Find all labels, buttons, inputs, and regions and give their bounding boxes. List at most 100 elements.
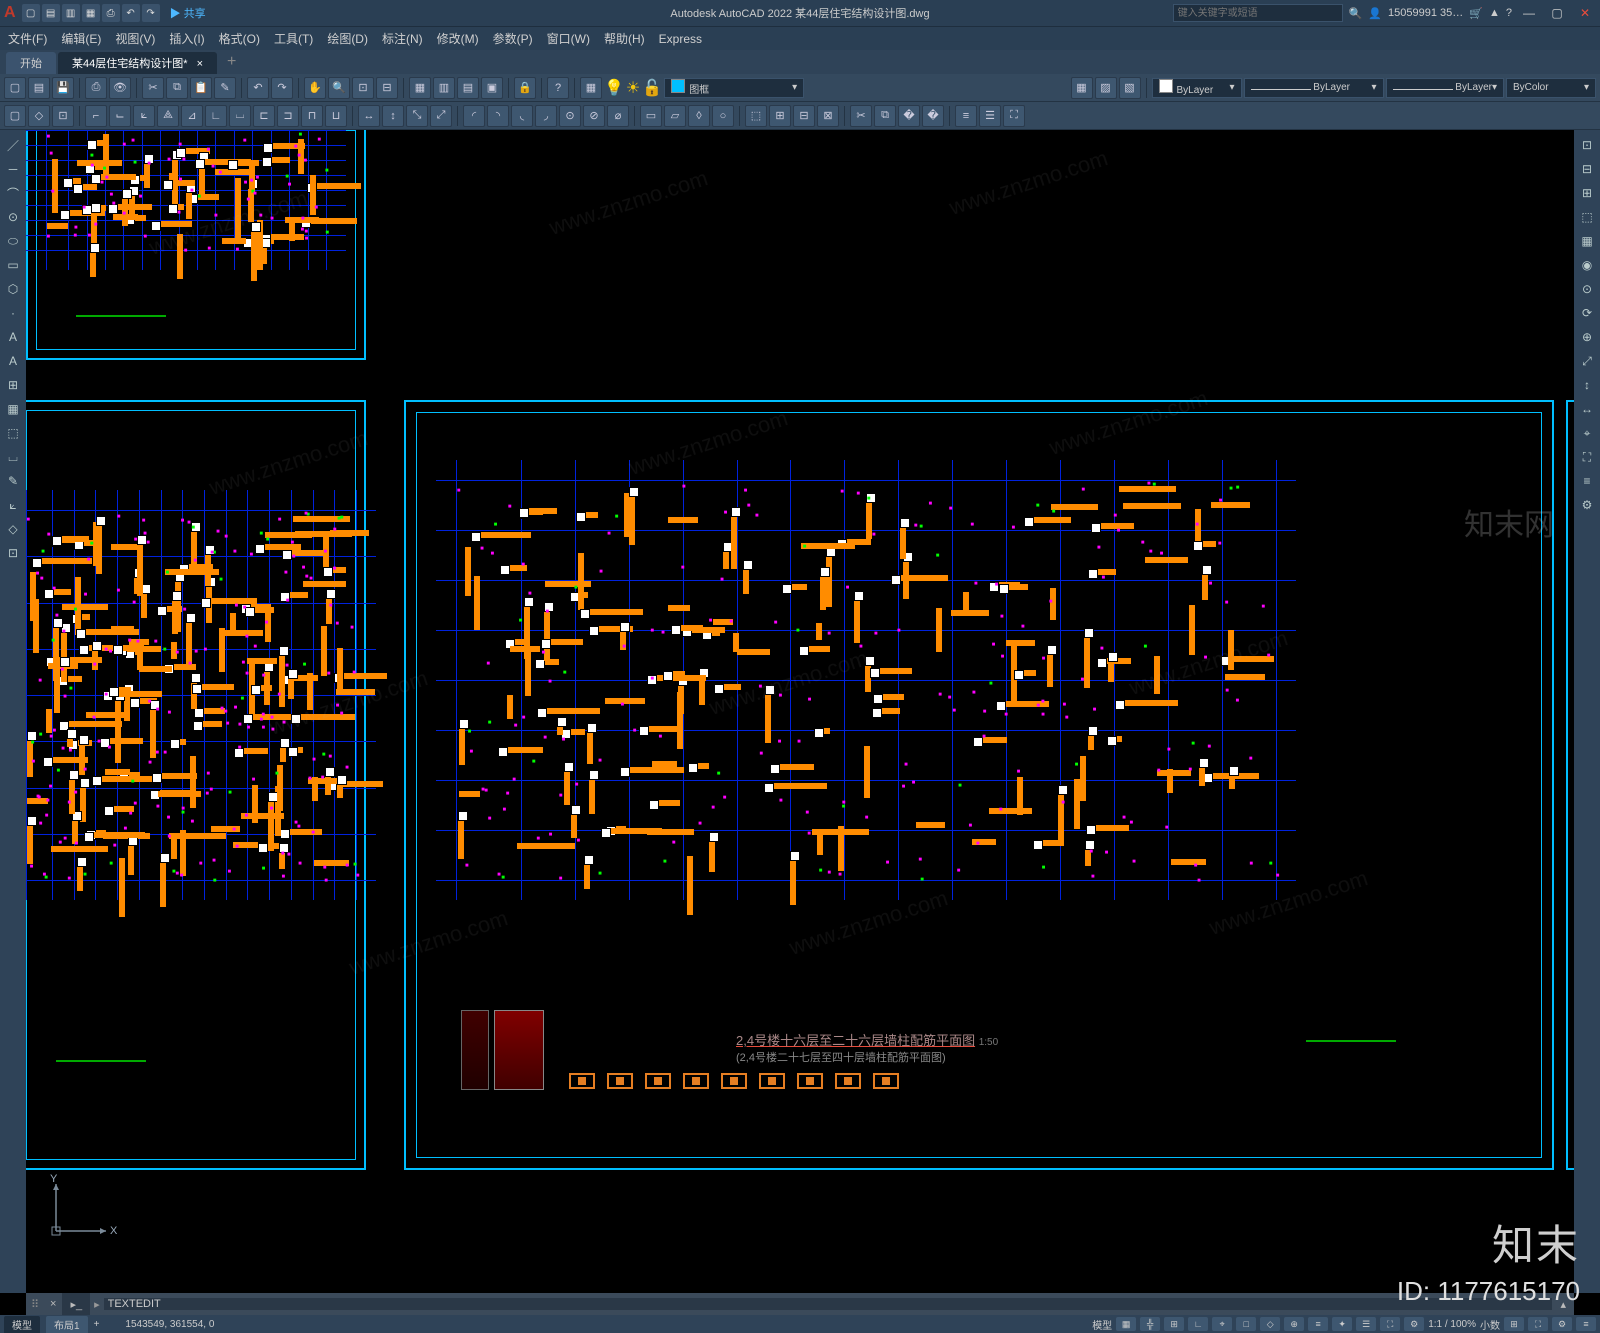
tb-layeroff-icon[interactable]: ▨ <box>1095 77 1117 99</box>
tb2-btn-17[interactable]: ↕ <box>382 105 404 127</box>
tab-drawing[interactable]: 某44层住宅结构设计图* × <box>58 52 217 74</box>
tb2-btn-11[interactable]: ⊏ <box>253 105 275 127</box>
status-toggle-5[interactable]: □ <box>1236 1317 1256 1331</box>
menu-edit[interactable]: 编辑(E) <box>61 30 101 47</box>
tb2-btn-19[interactable]: ⤢ <box>430 105 452 127</box>
draw-tool-13[interactable]: ⌴ <box>2 446 24 468</box>
status-toggle-12[interactable]: ⚙ <box>1404 1317 1424 1331</box>
menu-window[interactable]: 窗口(W) <box>547 30 590 47</box>
nav-tool-12[interactable]: ⌖ <box>1576 422 1598 444</box>
draw-tool-14[interactable]: ✎ <box>2 470 24 492</box>
help-search-input[interactable] <box>1173 4 1343 22</box>
tb-zoom-icon[interactable]: 🔍 <box>328 77 350 99</box>
tb2-btn-13[interactable]: ⊓ <box>301 105 323 127</box>
tb2-btn-12[interactable]: ⊐ <box>277 105 299 127</box>
qat-undo-icon[interactable]: ↶ <box>122 4 140 22</box>
nav-tool-2[interactable]: ⊞ <box>1576 182 1598 204</box>
status-toggle-7[interactable]: ⊕ <box>1284 1317 1304 1331</box>
draw-tool-11[interactable]: ▦ <box>2 398 24 420</box>
tb2-btn-16[interactable]: ↔ <box>358 105 380 127</box>
tb-layers-icon[interactable]: ▦ <box>580 77 602 99</box>
cmdline-grip-icon[interactable]: ⠿ <box>26 1298 44 1311</box>
nav-tool-11[interactable]: ↔ <box>1576 398 1598 420</box>
status-decimal[interactable]: 小数 <box>1480 1317 1500 1332</box>
user-icon[interactable]: 👤 <box>1368 7 1382 20</box>
tb2-btn-22[interactable]: ◝ <box>487 105 509 127</box>
qat-redo-icon[interactable]: ↷ <box>142 4 160 22</box>
tb-open-icon[interactable]: ▤ <box>28 77 50 99</box>
menu-modify[interactable]: 修改(M) <box>437 30 479 47</box>
qat-save-icon[interactable]: ▥ <box>62 4 80 22</box>
tb-preview-icon[interactable]: 👁 <box>109 77 131 99</box>
menu-dim[interactable]: 标注(N) <box>382 30 423 47</box>
tb-pan-icon[interactable]: ✋ <box>304 77 326 99</box>
tab-add-button[interactable]: + <box>219 50 244 74</box>
plotstyle-combo[interactable]: ByColor▾ <box>1506 78 1596 98</box>
tb2-btn-24[interactable]: ◞ <box>535 105 557 127</box>
menu-file[interactable]: 文件(F) <box>8 30 47 47</box>
tb2-btn-14[interactable]: ⊔ <box>325 105 347 127</box>
tb2-btn-18[interactable]: ⤡ <box>406 105 428 127</box>
nav-tool-13[interactable]: ⛶ <box>1576 446 1598 468</box>
draw-tool-0[interactable]: ／ <box>2 134 24 156</box>
tb2-btn-7[interactable]: ⟁ <box>157 105 179 127</box>
tb-layeriso-icon[interactable]: ▦ <box>1071 77 1093 99</box>
draw-tool-5[interactable]: ▭ <box>2 254 24 276</box>
tb-props-icon[interactable]: ▦ <box>409 77 431 99</box>
tb2-btn-2[interactable]: ⊡ <box>52 105 74 127</box>
tb2-btn-8[interactable]: ⊿ <box>181 105 203 127</box>
qat-new-icon[interactable]: ▢ <box>22 4 40 22</box>
help-icon[interactable]: ? <box>1506 7 1512 19</box>
minimize-button[interactable]: — <box>1518 4 1540 22</box>
nav-tool-5[interactable]: ◉ <box>1576 254 1598 276</box>
nav-tool-4[interactable]: ▦ <box>1576 230 1598 252</box>
menu-express[interactable]: Express <box>659 32 702 46</box>
nav-tool-6[interactable]: ⊙ <box>1576 278 1598 300</box>
status-toggle-11[interactable]: ⛶ <box>1380 1317 1400 1331</box>
status-toggle-3[interactable]: ∟ <box>1188 1317 1208 1331</box>
menu-draw[interactable]: 绘图(D) <box>327 30 368 47</box>
tb2-btn-34[interactable]: ⬚ <box>745 105 767 127</box>
user-name[interactable]: 15059991 35… <box>1388 7 1463 19</box>
status-toggle-6[interactable]: ◇ <box>1260 1317 1280 1331</box>
tb-save-icon[interactable]: 💾 <box>52 77 74 99</box>
tb2-btn-35[interactable]: ⊞ <box>769 105 791 127</box>
menu-format[interactable]: 格式(O) <box>219 30 260 47</box>
menu-view[interactable]: 视图(V) <box>115 30 155 47</box>
tb-layerprev-icon[interactable]: ▧ <box>1119 77 1141 99</box>
status-toggle-8[interactable]: ≡ <box>1308 1317 1328 1331</box>
tb-match-icon[interactable]: ✎ <box>214 77 236 99</box>
tb-zoomp-icon[interactable]: ⊟ <box>376 77 398 99</box>
layout-add-button[interactable]: + <box>94 1319 100 1330</box>
tb2-btn-31[interactable]: ◊ <box>688 105 710 127</box>
status-end-0[interactable]: ⊞ <box>1504 1317 1524 1331</box>
draw-tool-12[interactable]: ⬚ <box>2 422 24 444</box>
draw-tool-2[interactable]: ⌒ <box>2 182 24 204</box>
tb2-btn-39[interactable]: ✂ <box>850 105 872 127</box>
tb-zoomw-icon[interactable]: ⊡ <box>352 77 374 99</box>
tb-paste-icon[interactable]: 📋 <box>190 77 212 99</box>
lineweight-combo[interactable]: ByLayer▾ <box>1386 78 1505 98</box>
draw-tool-9[interactable]: A <box>2 350 24 372</box>
status-model-label[interactable]: 模型 <box>1092 1317 1112 1332</box>
nav-tool-7[interactable]: ⟳ <box>1576 302 1598 324</box>
tb2-btn-26[interactable]: ⊘ <box>583 105 605 127</box>
status-toggle-9[interactable]: ✦ <box>1332 1317 1352 1331</box>
tb2-btn-37[interactable]: ⊠ <box>817 105 839 127</box>
search-icon[interactable]: 🔍 <box>1349 7 1363 20</box>
tb2-btn-0[interactable]: ▢ <box>4 105 26 127</box>
qat-open-icon[interactable]: ▤ <box>42 4 60 22</box>
tb-redo-icon[interactable]: ↷ <box>271 77 293 99</box>
tb2-btn-10[interactable]: ⌴ <box>229 105 251 127</box>
layer-lock-icon[interactable]: 🔓 <box>642 78 662 98</box>
menu-help[interactable]: 帮助(H) <box>604 30 645 47</box>
tb2-btn-6[interactable]: ⟀ <box>133 105 155 127</box>
status-scale[interactable]: 1:1 / 100% <box>1428 1319 1476 1330</box>
apps-icon[interactable]: ▲ <box>1489 7 1500 19</box>
status-end-1[interactable]: ⛶ <box>1528 1317 1548 1331</box>
status-end-3[interactable]: ≡ <box>1576 1317 1596 1331</box>
share-button[interactable]: ▶ 共享 <box>170 5 206 21</box>
draw-tool-1[interactable]: ─ <box>2 158 24 180</box>
draw-tool-17[interactable]: ⊡ <box>2 542 24 564</box>
menu-tools[interactable]: 工具(T) <box>274 30 313 47</box>
